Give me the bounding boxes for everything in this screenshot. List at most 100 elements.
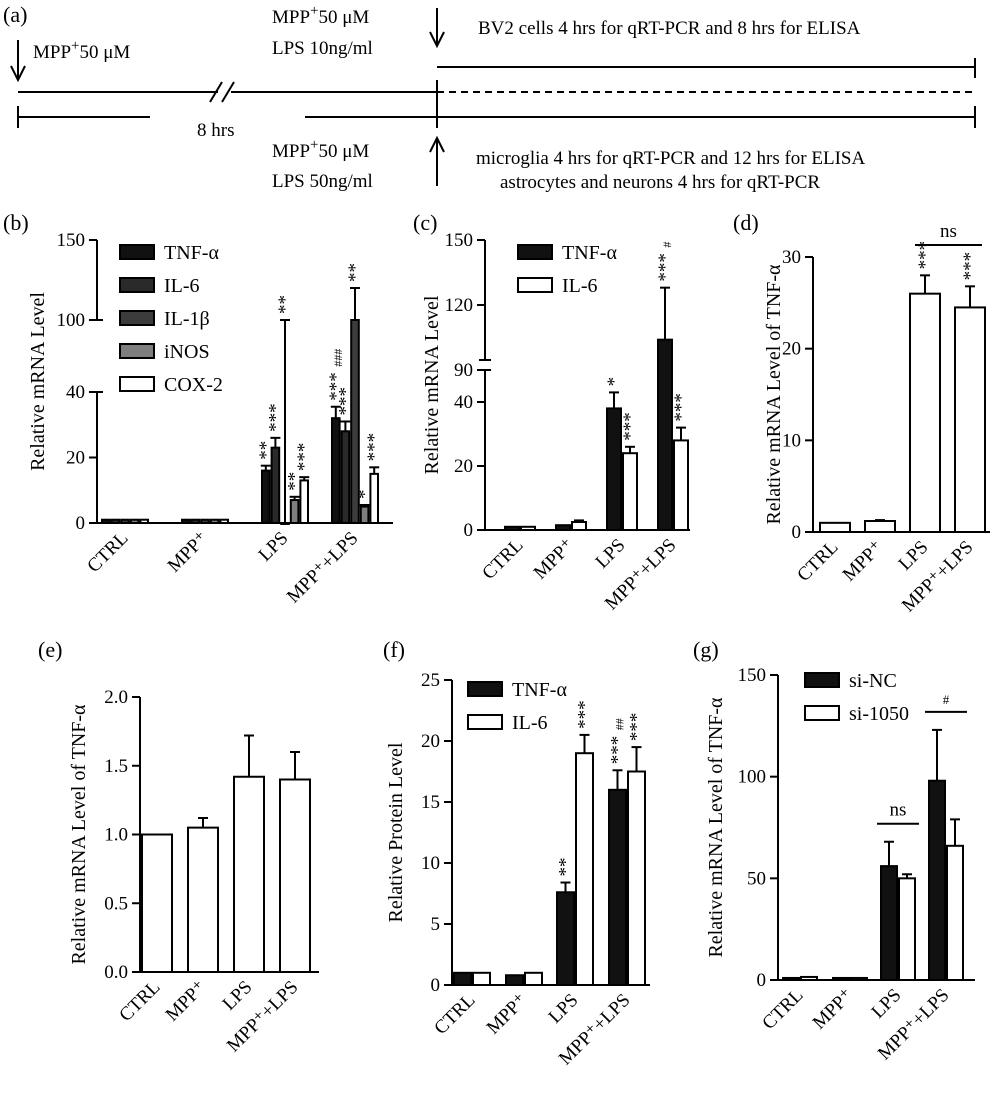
y-tick-label: 15 bbox=[421, 792, 440, 813]
category-label: LPS bbox=[255, 528, 293, 566]
y-axis-title: Relative mRNA Level of TNF-α bbox=[68, 704, 90, 965]
y-tick-label: 0 bbox=[464, 520, 474, 541]
bar bbox=[453, 971, 472, 986]
significance-label: *** bbox=[915, 241, 936, 270]
category-label: LPS bbox=[868, 985, 906, 1023]
y-tick-label: 120 bbox=[445, 295, 474, 316]
bar bbox=[850, 976, 868, 982]
arrow-bottom-head bbox=[429, 135, 445, 153]
bar bbox=[504, 525, 520, 531]
significance-label: ### bbox=[331, 349, 345, 367]
bar bbox=[800, 975, 818, 982]
significance-label: # bbox=[943, 692, 950, 707]
panel-label: (b) bbox=[3, 210, 29, 235]
axis-break-2 bbox=[221, 81, 235, 103]
bar bbox=[289, 499, 300, 525]
legend-swatch bbox=[119, 277, 155, 293]
y-tick-label: 2.0 bbox=[104, 687, 128, 708]
category-label: LPS bbox=[219, 977, 257, 1015]
legend-label: COX-2 bbox=[164, 374, 223, 396]
significance-label: *** bbox=[364, 433, 385, 462]
mpp-bottom-label: MPP+50 μM bbox=[272, 137, 369, 162]
legend-swatch bbox=[119, 310, 155, 326]
significance-label: * bbox=[355, 489, 376, 499]
y-tick-label: 0 bbox=[76, 513, 86, 534]
y-axis-title: Relative mRNA Level of TNF-α bbox=[763, 264, 785, 525]
legend-label: TNF-α bbox=[512, 679, 567, 701]
legend-label: iNOS bbox=[164, 341, 210, 363]
bar bbox=[187, 826, 219, 973]
y-tick-label: 1.0 bbox=[104, 825, 128, 846]
category-label: CTRL bbox=[83, 528, 132, 577]
legend-label: si-1050 bbox=[849, 703, 909, 725]
category-label: CTRL bbox=[758, 985, 807, 1034]
bar bbox=[657, 338, 673, 531]
y-tick-label: 150 bbox=[445, 230, 474, 251]
y-tick-label: 5 bbox=[431, 914, 441, 935]
legend-label: IL-6 bbox=[164, 275, 200, 297]
bar bbox=[555, 524, 571, 532]
y-tick-label: 1.5 bbox=[104, 756, 128, 777]
bar bbox=[209, 518, 220, 524]
significance-label: *** bbox=[960, 252, 981, 281]
panel-label-a: (a) bbox=[3, 2, 27, 27]
bar bbox=[129, 518, 140, 524]
y-axis-title: Relative Protein Level bbox=[385, 742, 407, 922]
axis-break-1 bbox=[209, 81, 223, 103]
y-tick-label: 10 bbox=[421, 853, 440, 874]
bar bbox=[606, 407, 622, 531]
y-tick-label: 0.0 bbox=[104, 962, 128, 983]
y-tick-label: 10 bbox=[782, 430, 801, 451]
interval-label: 8 hrs bbox=[197, 120, 234, 141]
bar bbox=[120, 518, 130, 524]
significance-label: *** bbox=[671, 393, 692, 422]
panel-label: (e) bbox=[38, 637, 62, 662]
category-label: CTRL bbox=[115, 977, 164, 1026]
bar bbox=[608, 788, 627, 986]
panel-2: (b) 0 20 40 100 150 Relative mRNA Level CTRL MPP… bbox=[3, 210, 393, 607]
arrow-left-head bbox=[10, 65, 26, 83]
bar bbox=[864, 520, 896, 533]
bar bbox=[359, 505, 370, 524]
lps-bottom-label: LPS 50ng/ml bbox=[272, 171, 373, 192]
y-axis-title: Relative mRNA Level bbox=[27, 292, 49, 471]
y-tick-label: 0 bbox=[431, 975, 441, 996]
bar bbox=[954, 306, 986, 533]
panel-5: (e) 0.0 0.5 1.0 1.5 2.0 Relative mRNA Level of… bbox=[38, 637, 319, 1056]
y-tick-label: 25 bbox=[421, 670, 440, 691]
category-label: MPP⁺+LPS bbox=[283, 528, 363, 608]
panel-a bbox=[10, 8, 976, 186]
significance-label: *** bbox=[294, 443, 315, 472]
bar bbox=[520, 525, 536, 531]
significance-label: * bbox=[604, 377, 625, 387]
y-tick-label: 150 bbox=[738, 665, 767, 686]
panel-7: (g) 0 50 100 150 Relative mRNA Level of TNF-α… bbox=[693, 637, 975, 1064]
bar bbox=[141, 833, 173, 973]
significance-label: *** bbox=[575, 700, 596, 729]
legend-label: si-NC bbox=[849, 670, 897, 692]
arrow-top-head bbox=[429, 31, 445, 49]
bar bbox=[110, 518, 121, 524]
panel-label: (g) bbox=[693, 637, 719, 662]
microglia-note: microglia 4 hrs for qRT-PCR and 12 hrs f… bbox=[476, 148, 865, 169]
bar bbox=[928, 779, 946, 981]
y-tick-label: 20 bbox=[454, 456, 473, 477]
category-label: MPP⁺ bbox=[483, 990, 532, 1039]
category-label: LPS bbox=[592, 535, 630, 573]
astro-note: astrocytes and neurons 4 hrs for qRT-PCR bbox=[500, 172, 820, 193]
bv2-note: BV2 cells 4 hrs for qRT-PCR and 8 hrs fo… bbox=[478, 18, 861, 39]
bar bbox=[898, 877, 916, 981]
significance-label: *** bbox=[620, 412, 641, 441]
legend-swatch bbox=[804, 672, 840, 688]
significance-label: *** bbox=[265, 403, 286, 432]
bar bbox=[571, 521, 587, 531]
legend-swatch bbox=[517, 277, 553, 293]
significance-label: *** bbox=[608, 736, 629, 765]
bar bbox=[472, 971, 491, 986]
y-tick-label: 40 bbox=[66, 382, 85, 403]
panel-6: (f) 0 5 10 15 20 25 Relative Protein Level CTRL M… bbox=[383, 637, 650, 1069]
y-tick-label: 50 bbox=[747, 868, 766, 889]
bar bbox=[190, 518, 201, 524]
